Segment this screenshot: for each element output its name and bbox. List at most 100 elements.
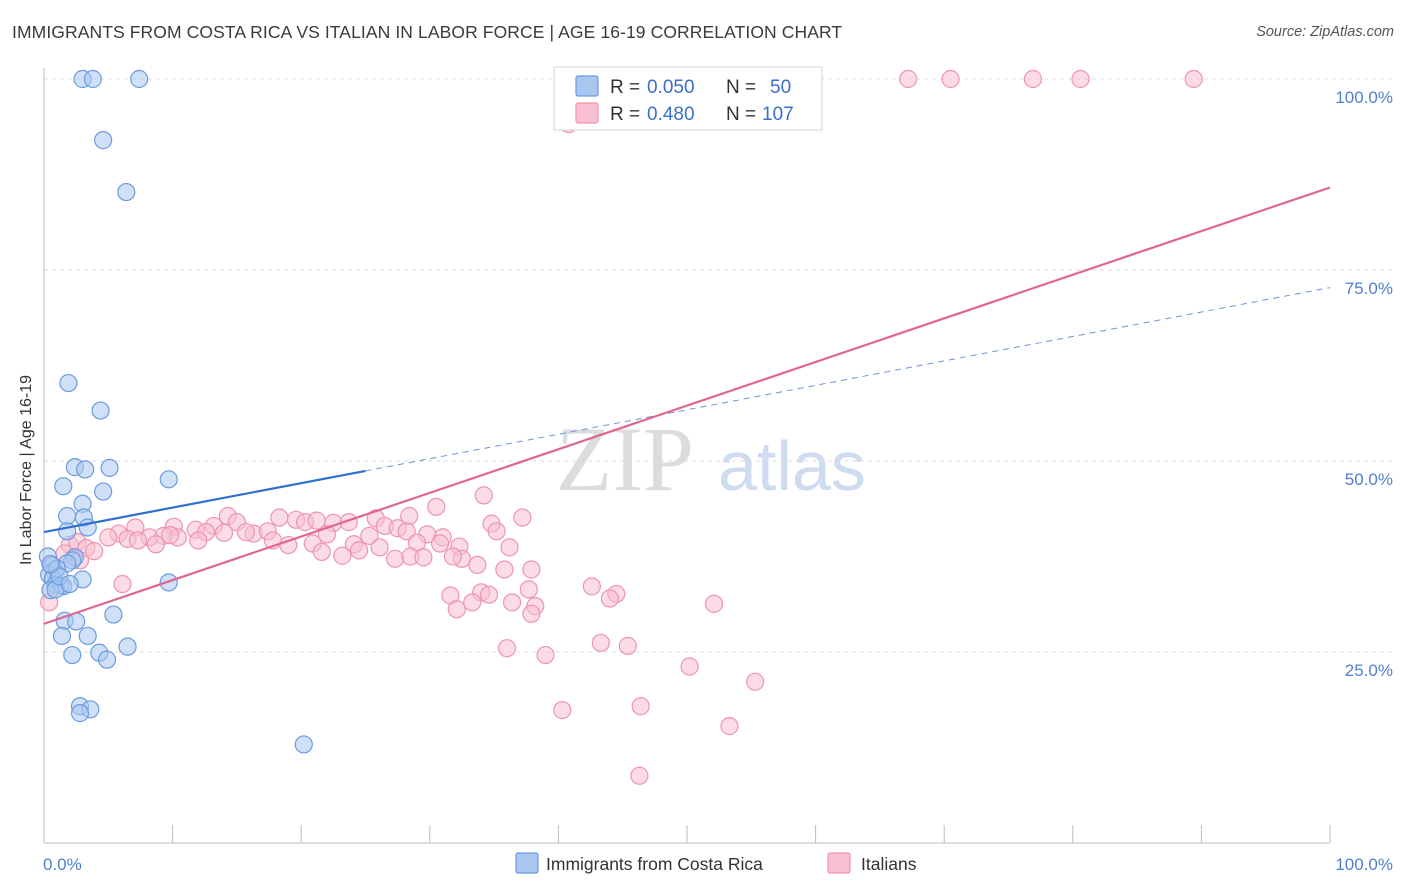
y-tick-labels: 100.0% 75.0% 50.0% 25.0% (1335, 88, 1393, 680)
data-point (78, 626, 97, 646)
data-point (70, 704, 90, 723)
data-point (312, 542, 331, 562)
data-point (94, 131, 113, 150)
data-point (41, 555, 60, 574)
series-legend-swatch-costa-rica (515, 852, 539, 874)
data-point (479, 585, 499, 604)
data-point (631, 697, 650, 716)
data-point (582, 577, 601, 596)
data-point (54, 477, 73, 496)
chart-source: Source: ZipAtlas.com (1256, 24, 1394, 40)
data-point (128, 531, 147, 550)
data-point (236, 522, 256, 542)
data-point (553, 700, 572, 720)
legend-r-label-0: R = (610, 77, 640, 98)
data-point (1071, 69, 1090, 89)
data-point (91, 401, 110, 420)
data-point (746, 672, 765, 691)
data-point (941, 69, 960, 89)
stats-legend: R = 0.050 N = 50 R = 0.480 N = 107 (553, 66, 823, 131)
trend-line-italians (43, 186, 1331, 625)
data-point (704, 594, 724, 613)
data-point (159, 470, 178, 489)
data-point (414, 548, 433, 567)
data-point (146, 535, 165, 554)
data-point (118, 637, 137, 656)
data-point (447, 600, 466, 619)
data-point (349, 541, 369, 560)
trend-line-costa-rica-extension (365, 287, 1331, 472)
series-legend-swatch-italians (827, 852, 851, 874)
legend-n-value-1: 107 (762, 104, 794, 125)
data-point (495, 560, 514, 579)
x-tick-label-100: 100.0% (1335, 855, 1393, 874)
data-point (333, 546, 352, 565)
data-point (1023, 69, 1043, 89)
data-point (94, 482, 113, 501)
data-point (591, 633, 610, 652)
data-point (270, 508, 289, 527)
data-point (60, 574, 79, 594)
data-point (630, 766, 649, 785)
data-point (1184, 69, 1203, 89)
data-point (99, 528, 118, 547)
legend-r-value-0: 0.050 (647, 77, 695, 98)
legend-n-value-0: 50 (770, 77, 791, 98)
watermark-atlas: atlas (718, 427, 866, 505)
data-point (618, 636, 637, 655)
data-point (214, 523, 234, 542)
data-point (117, 182, 136, 202)
data-point (500, 538, 519, 557)
data-point (503, 593, 522, 612)
data-point (104, 605, 123, 624)
data-point (497, 639, 517, 658)
data-point (430, 534, 450, 553)
data-point (463, 593, 482, 612)
data-point (58, 522, 77, 541)
series-costa-rica (38, 69, 313, 754)
trend-line-costa-rica (43, 469, 366, 534)
y-tick-label-75: 75.0% (1345, 279, 1393, 298)
data-point (360, 526, 379, 545)
data-point (370, 538, 389, 557)
legend-r-label-1: R = (610, 104, 640, 125)
data-point (160, 526, 180, 545)
gridlines (44, 78, 1395, 653)
data-point (899, 69, 918, 89)
data-point (294, 735, 313, 754)
data-point (130, 69, 149, 89)
data-point (522, 604, 541, 623)
data-point (600, 589, 619, 608)
data-point (487, 522, 506, 541)
data-point (519, 580, 538, 599)
data-point (680, 657, 699, 676)
data-point (52, 626, 72, 646)
data-point (513, 508, 532, 527)
series-legend: Immigrants from Costa Rica Italians (515, 852, 917, 874)
data-point (522, 560, 541, 579)
data-point (443, 547, 463, 566)
x-tick-label-0: 0.0% (43, 855, 82, 874)
data-point (474, 486, 493, 505)
data-point (720, 717, 739, 736)
data-point (385, 549, 405, 568)
data-point (100, 458, 119, 477)
legend-n-label-0: N = (726, 77, 756, 98)
x-axis-ticks (43, 825, 1331, 843)
data-point (58, 506, 77, 526)
y-tick-label-25: 25.0% (1345, 661, 1393, 680)
y-tick-label-50: 50.0% (1345, 470, 1393, 489)
data-point (113, 574, 132, 594)
data-point (536, 645, 555, 665)
chart-title: IMMIGRANTS FROM COSTA RICA VS ITALIAN IN… (12, 22, 843, 42)
data-point (97, 650, 117, 669)
data-point (63, 645, 82, 665)
series-legend-label-italians: Italians (861, 854, 917, 874)
legend-n-label-1: N = (726, 104, 756, 125)
data-point (468, 555, 487, 575)
legend-swatch-costa-rica (575, 75, 599, 97)
data-point (59, 373, 78, 393)
data-point (427, 497, 446, 516)
data-point (85, 542, 104, 561)
